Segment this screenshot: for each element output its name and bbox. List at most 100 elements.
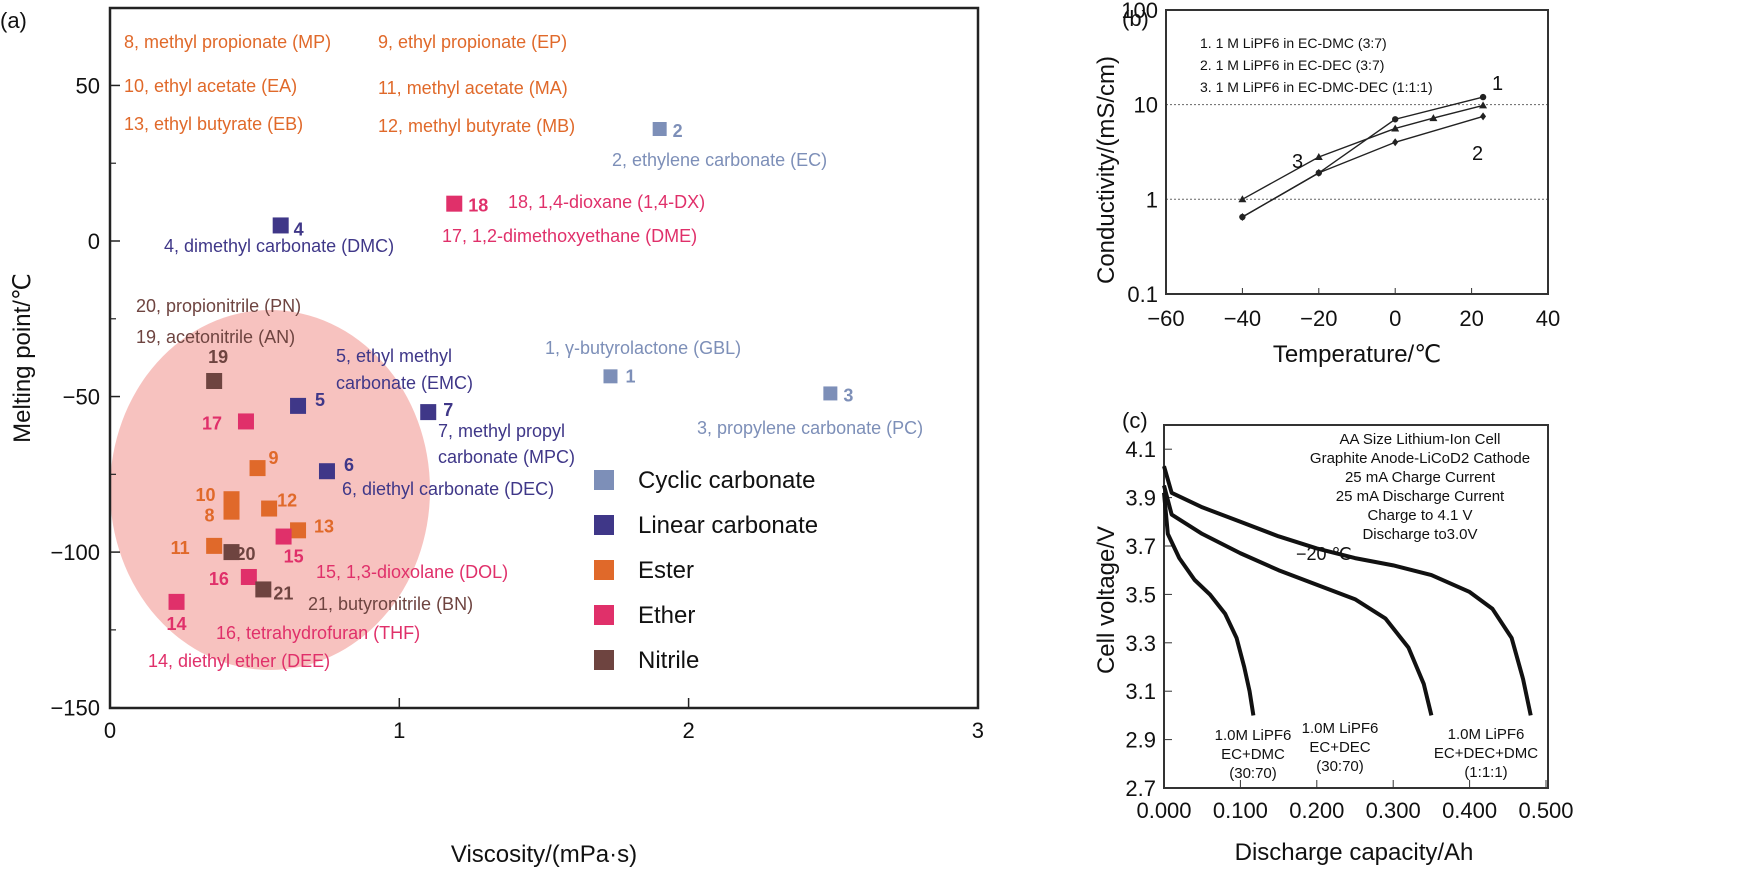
- data-point-7: [420, 404, 437, 421]
- y-tick-label: 3.3: [1125, 631, 1156, 656]
- x-tick-label: 0.000: [1136, 798, 1191, 823]
- data-point-17: [237, 413, 254, 430]
- x-tick-label: 0.100: [1213, 798, 1268, 823]
- panel-a-label: (a): [0, 8, 27, 33]
- data-point-3: [823, 386, 838, 401]
- x-tick-label: 0.500: [1518, 798, 1573, 823]
- y-tick-label: 3.5: [1125, 582, 1156, 607]
- y-tick-label: 10: [1134, 93, 1158, 118]
- y-tick-label: 3.7: [1125, 534, 1156, 559]
- condition-note: 25 mA Discharge Current: [1336, 488, 1505, 505]
- point-number-4: 4: [294, 219, 304, 239]
- y-tick-label: 100: [1121, 0, 1158, 23]
- point-number-15: 15: [284, 547, 304, 567]
- compound-label-17: 17, 1,2-dimethoxyethane (DME): [442, 226, 697, 246]
- series-marker-3: [1429, 114, 1438, 122]
- series-marker-2: [1392, 138, 1399, 147]
- curve-label-1: 1.0M LiPF6: [1215, 727, 1292, 744]
- y-tick-label: 0: [88, 229, 100, 254]
- panel-b-label: (b): [1122, 6, 1149, 31]
- curve-label-3: 1.0M LiPF6: [1448, 726, 1525, 743]
- point-number-6: 6: [344, 455, 354, 475]
- point-number-2: 2: [673, 121, 683, 141]
- compound-label-20: 20, propionitrile (PN): [136, 296, 301, 316]
- compound-label-12: 12, methyl butyrate (MB): [378, 116, 575, 136]
- panel-b-legend-entry: 1. 1 M LiPF6 in EC-DMC (3:7): [1200, 35, 1387, 51]
- series-marker-3: [1391, 124, 1400, 132]
- curve-label-2: 1.0M LiPF6: [1302, 720, 1379, 737]
- point-number-16: 16: [209, 569, 229, 589]
- legend-swatch-nitrile: [594, 650, 614, 670]
- point-number-9: 9: [269, 448, 279, 468]
- data-point-20: [223, 544, 240, 561]
- series-marker-1: [1392, 116, 1399, 123]
- highlight-ellipse-shape: [110, 310, 430, 670]
- legend-swatch-cyclic: [594, 470, 614, 490]
- data-point-16: [240, 568, 257, 585]
- compound-label-9: 9, ethyl propionate (EP): [378, 32, 567, 52]
- panel-a-frame: [108, 6, 980, 710]
- data-point-2: [652, 122, 667, 137]
- compound-label-7b: carbonate (MPC): [438, 447, 575, 467]
- curve-label-3: 3: [1292, 151, 1303, 173]
- series-marker-1: [1479, 93, 1487, 101]
- compound-label-16: 16, tetrahydrofuran (THF): [216, 623, 420, 643]
- discharge-curve-1: [1162, 492, 1256, 716]
- compound-label-14: 14, diethyl ether (DEE): [148, 651, 330, 671]
- legend-label-cyclic: Cyclic carbonate: [638, 467, 815, 494]
- series-marker-3: [1479, 101, 1488, 109]
- panel-c-frame: [1163, 424, 1549, 789]
- legend-swatch-ester: [594, 560, 614, 580]
- x-tick-label: 0.200: [1289, 798, 1344, 823]
- y-tick-label: −100: [50, 540, 100, 565]
- point-number-7: 7: [443, 400, 453, 420]
- point-number-3: 3: [843, 385, 853, 405]
- series-marker-2: [1480, 112, 1487, 121]
- data-point-4: [272, 217, 289, 234]
- point-number-21: 21: [273, 583, 293, 603]
- compound-label-6: 6, diethyl carbonate (DEC): [342, 479, 554, 499]
- compound-label-3: 3, propylene carbonate (PC): [697, 418, 923, 438]
- condition-note: AA Size Lithium-Ion Cell: [1340, 431, 1501, 448]
- data-point-14: [168, 593, 185, 610]
- point-number-10: 10: [195, 485, 215, 505]
- series-marker-3: [1314, 152, 1323, 160]
- data-point-15: [275, 528, 292, 545]
- series-line-3: [1242, 104, 1484, 200]
- data-point-21: [255, 581, 272, 598]
- curve-label-1: (30:70): [1229, 765, 1277, 782]
- compound-label-1: 1, γ-butyrolactone (GBL): [545, 338, 741, 358]
- x-tick-label: 3: [972, 718, 984, 743]
- curve-label-2: EC+DEC: [1309, 739, 1370, 756]
- legend-label-nitrile: Nitrile: [638, 647, 699, 674]
- y-tick-label: 3.1: [1125, 679, 1156, 704]
- curve-label-1: 1: [1492, 73, 1503, 95]
- point-number-14: 14: [167, 614, 187, 634]
- point-number-19: 19: [208, 347, 228, 367]
- data-point-10: [223, 491, 240, 508]
- y-tick-label: 4.1: [1125, 437, 1156, 462]
- compound-label-18: 18, 1,4-dioxane (1,4-DX): [508, 192, 705, 212]
- data-point-5: [290, 397, 307, 414]
- point-number-12: 12: [277, 491, 297, 511]
- compound-label-10: 10, ethyl acetate (EA): [124, 76, 297, 96]
- condition-note: 25 mA Charge Current: [1345, 469, 1496, 486]
- x-tick-label: 1: [393, 718, 405, 743]
- y-tick-label: 2.7: [1125, 776, 1156, 801]
- y-tick-label: −150: [50, 696, 100, 721]
- series-marker-2: [1239, 213, 1246, 222]
- discharge-curve-3: [1162, 465, 1533, 716]
- compound-label-11: 11, methyl acetate (MA): [378, 78, 568, 98]
- point-number-18: 18: [468, 196, 488, 216]
- compound-label-2: 2, ethylene carbonate (EC): [612, 150, 827, 170]
- data-point-9: [249, 460, 266, 477]
- panel-b-legend: 1. 1 M LiPF6 in EC-DMC (3:7) 2. 1 M LiPF6…: [1200, 35, 1433, 95]
- x-tick-label: −20: [1300, 306, 1337, 331]
- compound-label-7: 7, methyl propyl: [438, 421, 565, 441]
- panel-b-ticks: −60 −40 −20 0 20 40 100 10 1 0.1: [1121, 0, 1560, 331]
- panel-a-legend: Cyclic carbonate Linear carbonate Ester Eth…: [594, 467, 818, 674]
- panel-a-annotations: 1, γ-butyrolactone (GBL) 2, ethylene carb…: [124, 32, 923, 671]
- panel-c-annotations: AA Size Lithium-Ion Cell Graphite Anode-L…: [1215, 431, 1539, 782]
